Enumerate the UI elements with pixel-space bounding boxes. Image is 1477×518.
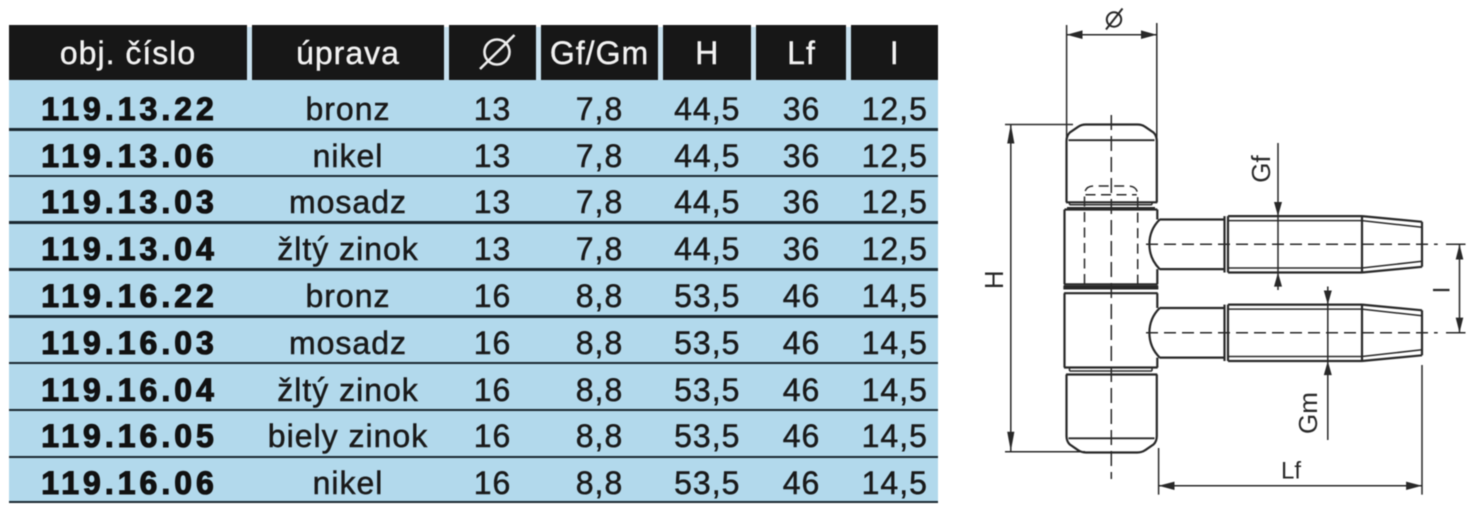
svg-text:I: I: [1429, 287, 1456, 294]
svg-text:Gm: Gm: [1293, 392, 1323, 434]
svg-text:Lf: Lf: [1281, 458, 1301, 485]
svg-text:H: H: [979, 270, 1009, 289]
svg-text:Gf: Gf: [1246, 155, 1276, 183]
